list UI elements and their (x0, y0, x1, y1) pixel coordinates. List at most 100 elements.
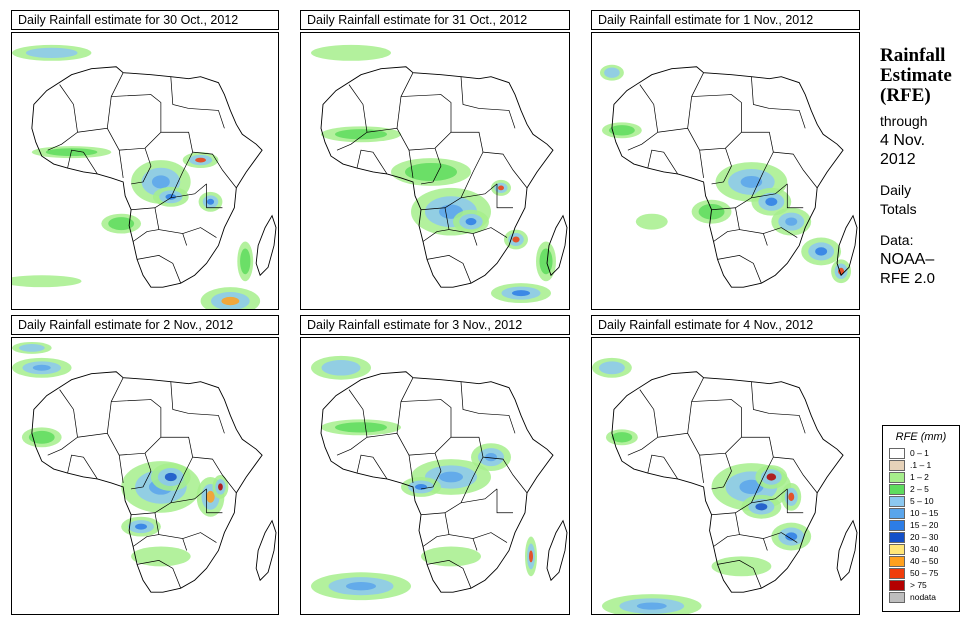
country-border (170, 76, 189, 109)
rainfall-patch (604, 67, 620, 78)
sidebar-title-line1: Rainfall (880, 45, 946, 66)
rainfall-patch (131, 546, 191, 567)
country-border (170, 488, 207, 504)
sidebar-through: through (880, 113, 928, 129)
country-border (751, 183, 788, 199)
rainfall-map (11, 337, 279, 615)
country-border (713, 534, 740, 547)
rfe-legend: RFE (mm) 0 – 1 .1 – 1 1 – 2 2 – 5 5 – 10… (882, 425, 960, 612)
country-border (154, 512, 188, 551)
country-border (691, 94, 742, 133)
legend-swatch (889, 544, 905, 555)
country-border (188, 413, 225, 434)
rainfall-patch (765, 197, 778, 206)
country-border (687, 377, 704, 434)
country-border (478, 108, 516, 129)
sidebar-source-line1: NOAA– (880, 251, 935, 268)
country-border (763, 227, 798, 238)
sidebar-description: Rainfall Estimate (RFE) through 4 Nov. 2… (880, 46, 965, 288)
legend-swatch (889, 496, 905, 507)
sidebar-daily: Daily (880, 182, 912, 198)
sidebar-date-line1: 4 Nov. (880, 132, 926, 149)
country-border (478, 413, 516, 434)
rainfall-patch (45, 148, 98, 157)
rainfall-patch (108, 217, 135, 231)
country-border (136, 560, 182, 589)
country-border (182, 532, 217, 543)
rainfall-patch (635, 213, 668, 230)
country-border (426, 255, 472, 284)
rainfall-patch (785, 532, 798, 541)
legend-swatch (889, 448, 905, 459)
rainfall-patch (405, 162, 457, 182)
rainfall-patch (28, 430, 55, 444)
country-border (657, 432, 704, 483)
country-border (627, 84, 659, 151)
country-border (131, 148, 152, 185)
country-border (131, 171, 184, 211)
map-panel-2-nov: Daily Rainfall estimate for 2 Nov., 2012 (11, 315, 279, 615)
rainfall-patch (18, 344, 45, 352)
country-border (119, 437, 162, 456)
rainfall-patch (135, 523, 147, 530)
country-border (119, 132, 162, 151)
country-border (422, 229, 450, 242)
country-border (711, 171, 764, 211)
rainfall-field (599, 64, 852, 284)
country-border (206, 183, 223, 209)
rainfall-field (592, 357, 812, 614)
country-border (131, 476, 184, 516)
map-panel-3-nov: Daily Rainfall estimate for 3 Nov., 2012 (300, 315, 570, 615)
country-border (769, 413, 806, 434)
country-border (366, 432, 414, 483)
madagascar-coastline (546, 519, 568, 582)
legend-swatch (889, 532, 905, 543)
country-border (687, 72, 704, 129)
rainfall-patch (151, 175, 170, 189)
country-border (420, 453, 442, 490)
country-border (160, 131, 194, 173)
rainfall-patch (335, 422, 387, 433)
rainfall-patch (608, 125, 635, 136)
country-border (132, 534, 159, 547)
country-border (444, 512, 478, 551)
country-border (751, 488, 788, 504)
rainfall-patch (439, 471, 463, 483)
madagascar-coastline (836, 214, 858, 277)
rainfall-patch (25, 47, 78, 59)
rainfall-map (300, 32, 570, 310)
map-panel-4-nov: Daily Rainfall estimate for 4 Nov., 2012 (591, 315, 860, 615)
sidebar-date-line2: 2012 (880, 151, 916, 168)
rainfall-patch (218, 483, 223, 491)
country-border (460, 76, 480, 109)
country-border (711, 148, 732, 185)
country-border (106, 377, 124, 434)
country-border (426, 560, 472, 589)
country-border (170, 381, 189, 414)
rainfall-map (11, 32, 279, 310)
country-border (786, 488, 804, 514)
sidebar-data-label: Data: (880, 232, 914, 248)
rainfall-patch (766, 473, 777, 481)
madagascar-coastline (255, 519, 277, 582)
rainfall-patch (598, 361, 625, 375)
country-border (420, 171, 474, 211)
rainfall-field (311, 355, 537, 601)
rainfall-patch (711, 556, 772, 577)
country-border (711, 476, 764, 516)
country-border (717, 560, 762, 589)
country-border (763, 532, 798, 543)
country-border (711, 453, 732, 490)
country-border (111, 94, 162, 133)
country-border (657, 127, 704, 178)
legend-swatch (889, 508, 905, 519)
country-border (67, 149, 98, 175)
rainfall-patch (498, 185, 504, 191)
country-border (451, 436, 484, 478)
country-border (77, 127, 124, 178)
country-border (482, 456, 528, 494)
legend-swatch (889, 520, 905, 531)
rainfall-patch (321, 360, 361, 376)
legend-swatch (889, 580, 905, 591)
map-panel-1-nov: Daily Rainfall estimate for 1 Nov., 2012 (591, 10, 860, 310)
